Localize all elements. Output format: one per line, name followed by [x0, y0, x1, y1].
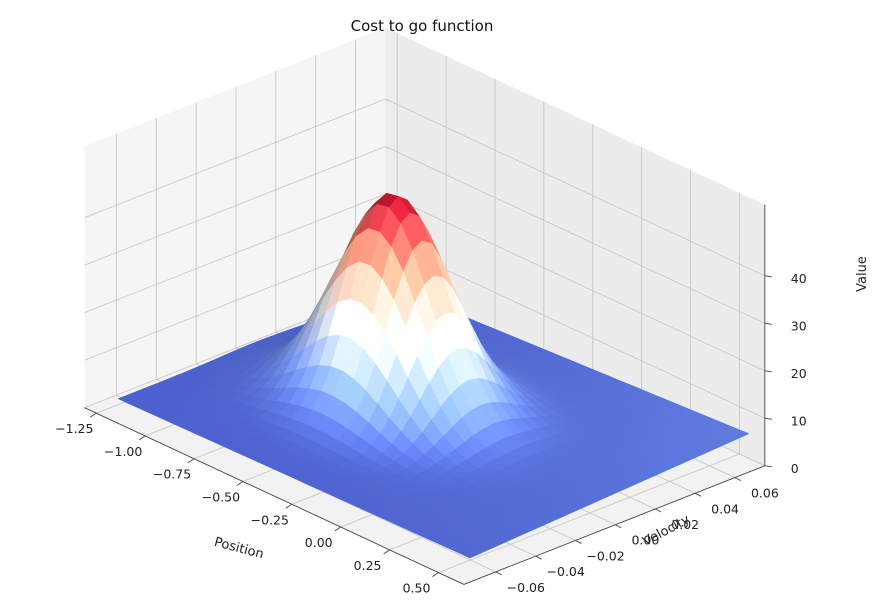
- x-axis-ticks: −1.25 −1.00 −0.75 −0.50 −0.25 0.00 0.25 0.50: [55, 412, 439, 596]
- y-tick-mark: [655, 508, 662, 513]
- x-tick-label: −1.00: [104, 444, 142, 459]
- x-tick-mark: [90, 412, 97, 418]
- x-tick-mark: [334, 526, 341, 532]
- y-axis-line: [463, 465, 765, 585]
- x-tick-label: 0.00: [305, 535, 333, 550]
- y-tick-label: −0.02: [586, 548, 624, 563]
- x-axis-label: Position: [213, 535, 266, 563]
- x-tick-label: −0.50: [202, 490, 240, 505]
- z-tick-label: 20: [791, 366, 807, 381]
- y-tick-label: 0.00: [631, 533, 659, 548]
- back-gridline-z: [385, 146, 766, 324]
- z-tick-label: 40: [791, 271, 807, 286]
- back-wall-pane: [385, 27, 765, 466]
- x-tick-label: −0.75: [153, 467, 191, 482]
- y-tick-mark: [694, 492, 702, 497]
- x-tick-label: −1.25: [55, 421, 93, 436]
- left-gridline-z: [84, 193, 386, 314]
- back-gridline-z: [385, 98, 766, 277]
- x-tick-label: −0.25: [251, 512, 289, 527]
- back-gridline-z: [385, 193, 766, 372]
- x-tick-label: 0.25: [354, 558, 382, 573]
- y-tick-label: 0.04: [711, 501, 739, 516]
- z-axis-label: Value: [855, 256, 870, 292]
- x-axis-line: [84, 407, 465, 585]
- floor-gridline-x: [438, 453, 740, 574]
- y-tick-label: 0.06: [751, 486, 779, 501]
- x-tick-mark: [236, 481, 244, 486]
- z-tick-mark: [764, 322, 772, 325]
- y-tick-mark: [495, 571, 502, 576]
- left-wall-pane: [84, 27, 386, 408]
- y-tick-mark: [575, 540, 582, 544]
- z-tick-label: 30: [791, 318, 807, 333]
- x-tick-mark: [138, 435, 146, 441]
- chart-title: Cost to go function: [351, 17, 494, 35]
- back-gridline-z: [385, 241, 766, 419]
- z-tick-label: 10: [791, 413, 807, 428]
- surface-plot: [117, 192, 750, 559]
- y-axis-ticks: −0.06−0.04−0.02 0.00 0.02 0.04 0.06: [495, 477, 779, 595]
- y-tick-label: 0.02: [671, 517, 699, 532]
- z-tick-mark: [764, 370, 772, 373]
- z-tick-mark: [764, 465, 772, 468]
- x-tick-mark: [383, 549, 390, 555]
- x-tick-mark: [285, 503, 293, 509]
- y-tick-label: −0.04: [547, 564, 585, 579]
- x-tick-mark: [432, 572, 439, 577]
- x-tick-label: 0.50: [403, 581, 431, 596]
- left-gridline-z: [84, 98, 386, 219]
- x-tick-mark: [187, 458, 195, 464]
- z-tick-label: 0: [791, 461, 799, 476]
- axis-lines: [84, 204, 766, 585]
- left-gridline-z: [84, 146, 386, 266]
- y-tick-mark: [734, 477, 742, 481]
- z-tick-mark: [764, 275, 772, 278]
- y-tick-label: −0.06: [507, 580, 545, 595]
- z-axis-ticks: 0 10 20 30 40: [764, 271, 807, 476]
- left-gridline-z: [84, 241, 386, 361]
- surface-patch: [457, 548, 480, 559]
- y-tick-mark: [615, 524, 622, 529]
- z-tick-mark: [764, 417, 772, 420]
- y-tick-mark: [535, 555, 542, 560]
